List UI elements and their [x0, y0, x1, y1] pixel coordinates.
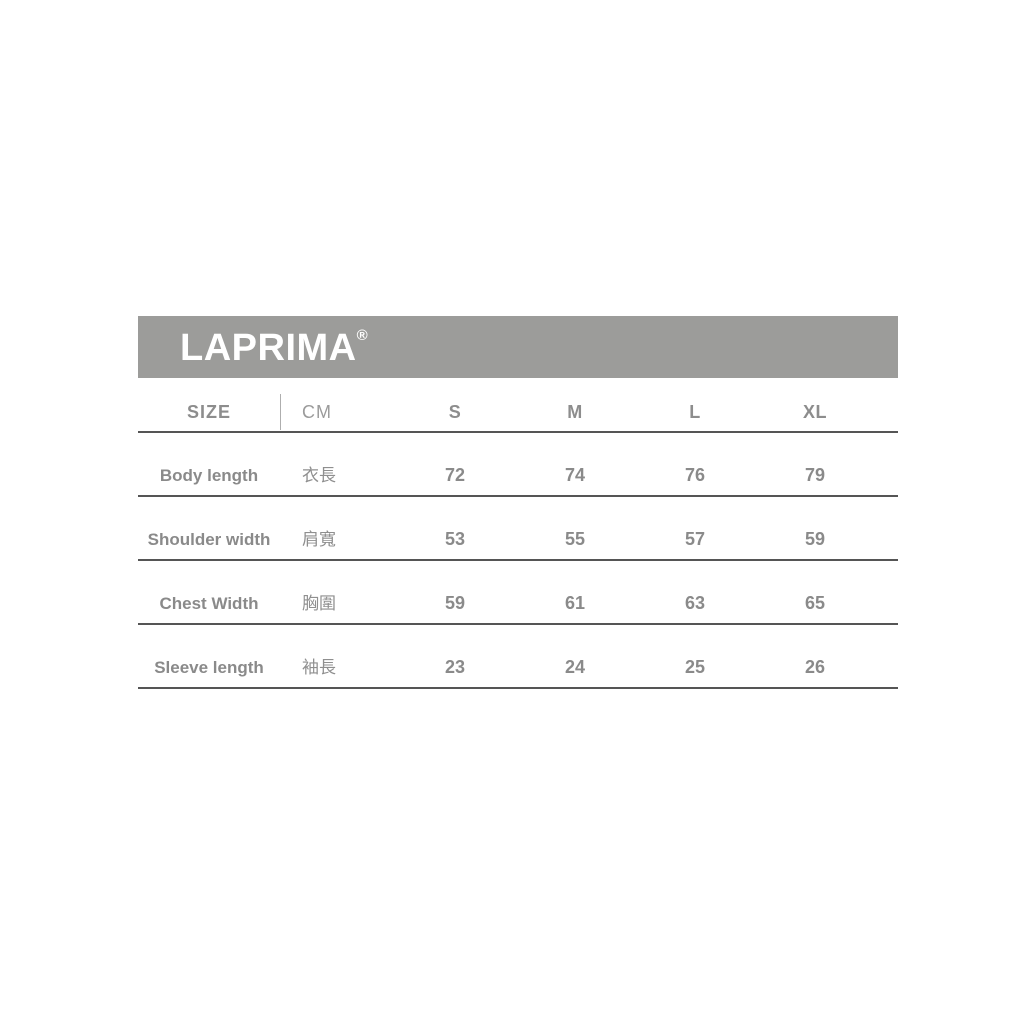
- registered-trademark-symbol: ®: [356, 326, 369, 344]
- brand-banner: LAPRIMA®: [138, 316, 898, 378]
- value-l: 25: [684, 657, 706, 677]
- value-l: 76: [684, 465, 706, 485]
- table-row-sleeve-length: Sleeve length 袖長 23 24 25 26: [138, 625, 898, 689]
- value-m: 24: [564, 657, 586, 677]
- value-s: 59: [444, 593, 466, 613]
- header-size-xl: XL: [802, 401, 827, 422]
- header-size-s: S: [448, 401, 462, 422]
- brand-name: LAPRIMA: [180, 326, 357, 369]
- value-l: 57: [684, 529, 706, 549]
- value-m: 55: [564, 529, 586, 549]
- row-label-en: Sleeve length: [154, 657, 264, 677]
- row-label-en: Chest Width: [159, 593, 259, 613]
- table-row-shoulder-width: Shoulder width 肩寬 53 55 57 59: [138, 497, 898, 561]
- value-xl: 79: [804, 465, 826, 485]
- brand-logo: LAPRIMA®: [180, 328, 368, 367]
- value-xl: 65: [804, 593, 826, 613]
- header-size-m: M: [567, 401, 583, 422]
- value-s: 53: [444, 529, 466, 549]
- header-size-label: SIZE: [186, 401, 231, 422]
- row-label-zh: 袖長: [302, 657, 336, 677]
- value-m: 74: [564, 465, 586, 485]
- value-s: 23: [444, 657, 466, 677]
- header-size-l: L: [689, 401, 701, 422]
- row-label-en: Body length: [159, 465, 259, 485]
- size-chart: LAPRIMA® SIZE CM S M L XL Body length 衣長…: [138, 316, 898, 689]
- value-m: 61: [564, 593, 586, 613]
- value-l: 63: [684, 593, 706, 613]
- header-divider-line: [280, 394, 281, 430]
- header-unit-label: CM: [302, 401, 332, 422]
- value-xl: 26: [804, 657, 826, 677]
- value-xl: 59: [804, 529, 826, 549]
- row-label-en: Shoulder width: [147, 529, 271, 549]
- row-label-zh: 肩寬: [302, 529, 336, 549]
- table-row-chest-width: Chest Width 胸圍 59 61 63 65: [138, 561, 898, 625]
- row-label-zh: 胸圍: [302, 593, 336, 613]
- value-s: 72: [444, 465, 466, 485]
- table-header-row: SIZE CM S M L XL: [138, 378, 898, 433]
- row-label-zh: 衣長: [302, 465, 336, 485]
- table-row-body-length: Body length 衣長 72 74 76 79: [138, 433, 898, 497]
